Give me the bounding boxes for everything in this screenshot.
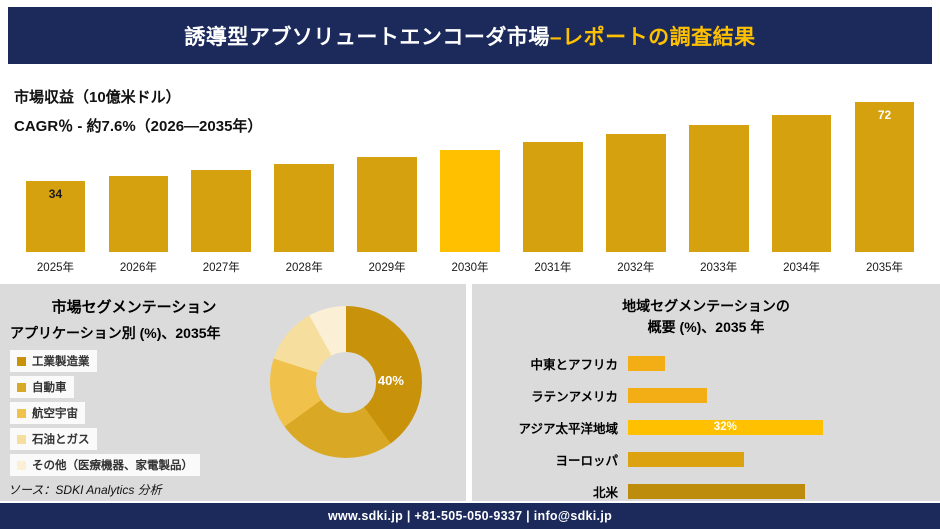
revenue-bar-year-label: 2033年 (700, 262, 738, 275)
application-donut-chart: 40% (270, 306, 422, 459)
revenue-bar-year-label: 2035年 (865, 262, 904, 275)
region-bar: 32% (628, 420, 823, 436)
revenue-bar-cell: 2034年 (760, 115, 843, 275)
segmentation-subtitle: アプリケーション別 (%)、2035年 (10, 325, 221, 342)
revenue-bar (191, 170, 252, 253)
revenue-bar-year-label: 2031年 (534, 262, 572, 275)
legend-item: 自動車 (10, 376, 74, 399)
page-title-main: 誘導型アブソリュートエンコーダ市場 (184, 25, 550, 49)
region-row: アジア太平洋地域 32% (478, 418, 926, 437)
regional-title-line1: 地域セグメンテーションの (622, 298, 790, 315)
legend-swatch-icon (17, 408, 26, 418)
revenue-bar (357, 157, 417, 253)
region-label: 北米 (592, 486, 618, 501)
revenue-bar-chart: 34 2025年 2026年 2027年 2028年 2029年 2030年 2031年 203… (14, 102, 926, 275)
legend-item: 石油とガス (10, 428, 97, 451)
legend-item: 工業製造業 (10, 350, 97, 373)
region-row: ラテンアメリカ (478, 386, 926, 405)
header-band: 誘導型アブソリュートエンコーダ市場–レポートの調査結果 (8, 7, 932, 64)
revenue-bar-year-label: 2027年 (202, 262, 240, 275)
revenue-bar (523, 142, 583, 253)
donut-highlight-label: 40% (377, 372, 404, 388)
region-bar-track (628, 356, 926, 372)
revenue-bar (605, 134, 666, 253)
legend-label: 航空宇宙 (32, 408, 78, 421)
revenue-chart-title: 市場収益（10億米ドル） (14, 89, 181, 106)
revenue-bar-cell: 2030年 (429, 150, 512, 275)
region-bar-value-label: 32% (713, 421, 737, 434)
legend-swatch-icon (17, 434, 26, 444)
revenue-bar (440, 150, 500, 253)
revenue-bar-value-label: 72 (877, 108, 892, 123)
region-row: ヨーロッパ (478, 450, 926, 469)
revenue-chart-section: 市場収益（10億米ドル） CAGR％ - 約7.6%（2026―2035年） 3… (0, 64, 940, 282)
revenue-bar (108, 176, 169, 253)
regional-bar-chart: 中東とアフリカ ラテンアメリカアジア太平洋地域 32% ヨーロッパ北米 (478, 354, 926, 501)
region-row: 北米 (478, 482, 926, 501)
segmentation-legend: 工業製造業自動車航空宇宙石油とガスその他（医療機器、家電製品） (10, 350, 200, 477)
regional-title: 地域セグメンテーションの 概要 (%)、2035 年 (472, 296, 940, 338)
footer: www.sdki.jp | +81-505-050-9337 | info@sd… (0, 503, 940, 529)
region-row: 中東とアフリカ (478, 354, 926, 373)
legend-swatch-icon (17, 356, 26, 366)
revenue-bar-cell: 2031年 (511, 142, 594, 275)
region-label: ヨーロッパ (555, 454, 618, 469)
revenue-bar-cell: 2032年 (594, 134, 677, 275)
revenue-bar-year-label: 2030年 (451, 262, 489, 275)
revenue-bar-year-label: 2032年 (617, 262, 655, 275)
legend-item: 航空宇宙 (10, 402, 85, 425)
revenue-bar (771, 115, 832, 253)
region-bar (628, 388, 707, 404)
revenue-bar-cell: 2033年 (677, 125, 760, 275)
footer-contact: www.sdki.jp | +81-505-050-9337 | info@sd… (327, 509, 613, 524)
legend-swatch-icon (17, 382, 26, 392)
revenue-bar-cell: 2029年 (346, 157, 429, 275)
region-bar (628, 452, 744, 468)
revenue-bar-year-label: 2029年 (368, 262, 406, 275)
revenue-bar-cell: 2027年 (180, 170, 263, 275)
region-bar (628, 356, 665, 372)
regional-panel: 地域セグメンテーションの 概要 (%)、2035 年 中東とアフリカ ラテンアメリ… (472, 284, 940, 502)
segmentation-panel: 市場セグメンテーション アプリケーション別 (%)、2035年 工業製造業自動車… (0, 284, 466, 502)
revenue-bar-cell: 2028年 (263, 164, 346, 275)
legend-label: 工業製造業 (32, 356, 90, 369)
revenue-bar-year-label: 2026年 (119, 262, 157, 275)
segmentation-title: 市場セグメンテーション (51, 299, 217, 317)
revenue-bar (274, 164, 335, 253)
revenue-chart-header: 市場収益（10億米ドル） CAGR％ - 約7.6%（2026―2035年） (14, 84, 262, 141)
source-note: ソース：SDKI Analytics 分析 (8, 483, 162, 498)
revenue-chart-cagr: CAGR％ - 約7.6%（2026―2035年） (14, 117, 263, 135)
legend-label: その他（医療機器、家電製品） (32, 460, 193, 473)
region-bar (628, 484, 805, 500)
revenue-bar-value-label: 34 (48, 187, 63, 202)
revenue-bar: 72 (854, 102, 915, 253)
revenue-bar-cell: 2026年 (97, 176, 180, 275)
region-label: アジア太平洋地域 (518, 422, 618, 437)
revenue-bar-cell: 34 2025年 (14, 181, 97, 275)
region-bar-track (628, 484, 926, 500)
region-bar-track (628, 388, 926, 404)
legend-label: 自動車 (32, 382, 67, 395)
page-title: 誘導型アブソリュートエンコーダ市場–レポートの調査結果 (184, 21, 755, 51)
region-label: 中東とアフリカ (530, 358, 618, 373)
revenue-bar-year-label: 2028年 (285, 262, 323, 275)
revenue-bar-cell: 72 2035年 (843, 102, 926, 275)
page-title-accent: –レポートの調査結果 (549, 25, 756, 49)
region-bar-track: 32% (628, 420, 926, 436)
donut-ring (270, 306, 422, 459)
lower-panels: 市場セグメンテーション アプリケーション別 (%)、2035年 工業製造業自動車… (0, 281, 940, 504)
legend-label: 石油とガス (32, 434, 90, 447)
revenue-bar-year-label: 2034年 (783, 262, 821, 275)
regional-title-line2: 概要 (%)、2035 年 (647, 319, 765, 336)
region-bar-track (628, 452, 926, 468)
revenue-bar: 34 (25, 181, 86, 253)
header: 誘導型アブソリュートエンコーダ市場–レポートの調査結果 (0, 0, 940, 64)
revenue-bar-year-label: 2025年 (36, 262, 74, 275)
legend-swatch-icon (17, 460, 26, 470)
legend-item: その他（医療機器、家電製品） (10, 454, 200, 477)
revenue-bar (688, 125, 749, 253)
region-label: ラテンアメリカ (531, 390, 618, 405)
